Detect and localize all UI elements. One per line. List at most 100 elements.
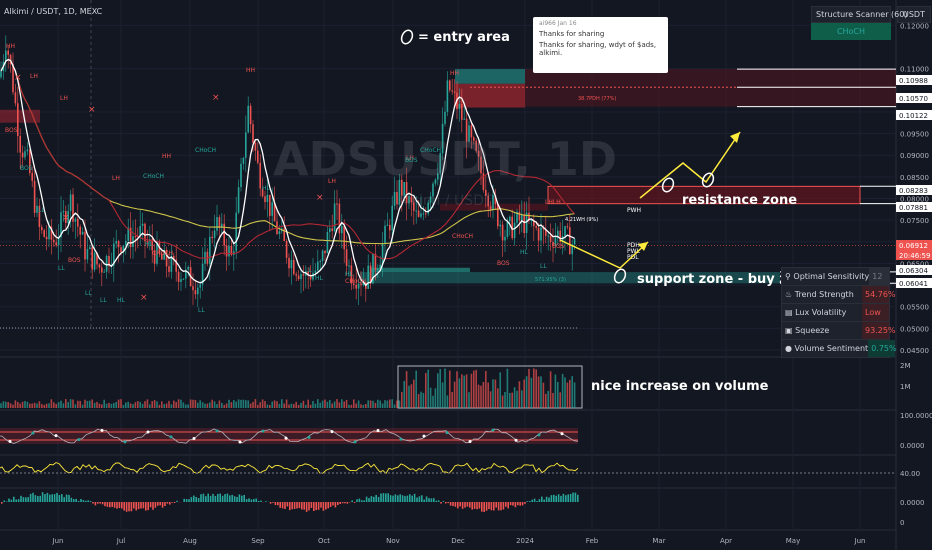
- candle-body: [60, 212, 62, 238]
- osc3-bar: [87, 500, 89, 502]
- volume-bar: [108, 402, 110, 408]
- candle-body: [132, 236, 134, 248]
- candle-body: [259, 162, 261, 189]
- resistance-zone-label: resistance zone: [682, 193, 797, 208]
- volume-bar: [377, 399, 379, 408]
- candle-body: [79, 226, 81, 235]
- osc3-bar: [337, 502, 339, 505]
- volume-bar: [410, 384, 413, 408]
- volume-bar: [103, 399, 105, 408]
- volume-bar: [134, 402, 137, 408]
- volume-bar: [333, 401, 336, 408]
- volume-bar: [67, 402, 69, 408]
- volume-bar: [504, 391, 506, 408]
- osc1-dot: [238, 440, 242, 444]
- volume-bar: [36, 403, 38, 408]
- osc1-dot: [284, 436, 288, 440]
- volume-bar: [285, 399, 288, 408]
- candle-body: [329, 228, 331, 233]
- time-axis-label: Nov: [386, 537, 400, 545]
- osc3-bar: [3, 500, 5, 502]
- osc3-bar: [85, 500, 87, 502]
- candle-body: [12, 64, 14, 93]
- candle-body: [391, 205, 393, 231]
- volume-bar: [156, 401, 158, 408]
- candle-body: [516, 211, 518, 223]
- candle-body: [309, 275, 312, 280]
- candle-body: [264, 196, 266, 203]
- osc3-bar: [257, 500, 260, 502]
- volume-bar: [362, 404, 365, 408]
- osc3-bar: [341, 502, 344, 504]
- panel-row-sensitivity: ⚲ Optimal Sensitivity 12: [782, 268, 889, 286]
- osc3-bar: [387, 493, 389, 502]
- volume-bar: [343, 401, 345, 408]
- candle-body: [91, 247, 93, 270]
- currency-button[interactable]: USDT: [897, 6, 931, 23]
- volume-bar: [266, 404, 269, 408]
- volume-bar: [151, 401, 153, 408]
- osc3-bar: [320, 502, 322, 508]
- osc3-bar: [193, 495, 195, 502]
- candle-body: [293, 259, 295, 275]
- osc3-bar: [44, 494, 46, 502]
- volume-bar: [9, 403, 12, 408]
- candle-body: [93, 252, 96, 270]
- osc3-bar: [310, 502, 313, 508]
- volume-bar: [528, 368, 530, 408]
- panel-label: Optimal Sensitivity: [793, 272, 870, 281]
- volume-bar: [516, 390, 518, 408]
- osc3-bar: [370, 496, 373, 502]
- osc3-bar: [577, 494, 579, 502]
- supply-zone: [455, 83, 525, 108]
- comment-card[interactable]: ai966 Jan 16 Thanks for sharing Thanks f…: [533, 17, 668, 73]
- volume-bar: [129, 403, 132, 408]
- price-tick-label: 0.09500: [900, 131, 929, 139]
- osc3-bar: [80, 499, 82, 502]
- osc1-dot: [353, 440, 357, 444]
- osc3-bar: [485, 502, 488, 511]
- osc1-signal-line: [0, 428, 579, 444]
- volume-bar: [549, 371, 552, 408]
- panel-label: Volume Sentiment: [794, 344, 869, 353]
- volume-bar: [552, 392, 554, 408]
- osc3-bar: [253, 499, 255, 502]
- volume-bar: [413, 379, 415, 408]
- volume-bar: [355, 403, 357, 408]
- candle-body: [5, 50, 7, 62]
- osc3-bar: [562, 493, 565, 502]
- osc3-bar: [65, 494, 68, 502]
- candle-body: [360, 283, 362, 286]
- volume-bar: [345, 399, 348, 408]
- candle-body: [338, 203, 341, 234]
- osc3-bar: [142, 502, 145, 509]
- osc3-tick-label: 0.0000: [900, 499, 925, 507]
- candle-body: [21, 152, 24, 158]
- fib-label: 38.7PDH (77%): [578, 96, 616, 102]
- volume-bar: [41, 404, 43, 408]
- candle-body: [177, 271, 180, 282]
- structure-label: LH: [60, 95, 68, 102]
- candle-body: [45, 236, 48, 240]
- osc3-bar: [149, 502, 152, 508]
- osc3-bar: [416, 497, 418, 502]
- volume-bar: [557, 382, 559, 408]
- osc3-bar: [68, 494, 70, 502]
- candle-body: [485, 189, 487, 196]
- candle-body: [408, 196, 410, 204]
- osc3-bar: [397, 495, 399, 502]
- candle-body: [353, 283, 355, 285]
- volume-bar: [434, 388, 437, 408]
- structure-label: LL: [305, 267, 312, 274]
- candle-body: [509, 216, 511, 222]
- candle-body: [103, 271, 105, 273]
- ma-fast-line: [0, 58, 575, 287]
- candle-body: [386, 224, 389, 226]
- volume-bar: [72, 399, 74, 408]
- osc3-bar: [567, 494, 569, 502]
- osc3-bar: [317, 502, 320, 510]
- candle-body: [331, 228, 333, 232]
- osc3-bar: [358, 498, 361, 502]
- volume-bar: [372, 400, 374, 408]
